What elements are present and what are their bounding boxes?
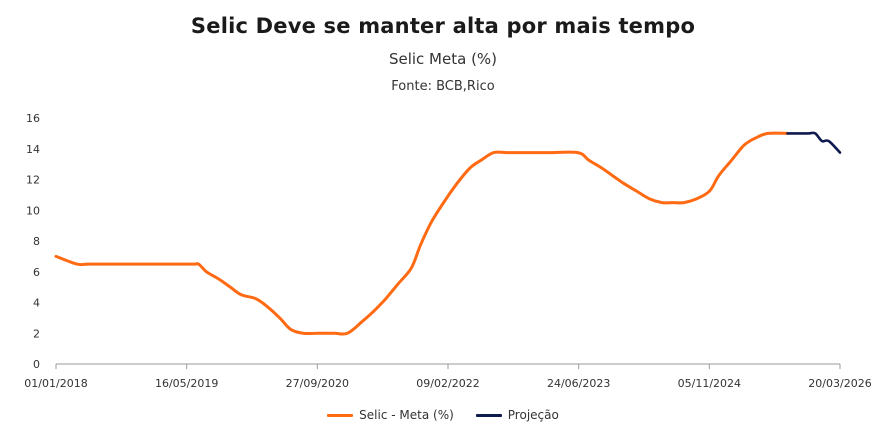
- y-tick-label: 16: [26, 112, 40, 125]
- series-line-projecao: [786, 131, 842, 154]
- y-tick-label: 6: [33, 266, 40, 279]
- legend: Selic - Meta (%) Projeção: [0, 408, 886, 422]
- x-tick-label: 24/06/2023: [547, 377, 610, 390]
- legend-label-selic: Selic - Meta (%): [359, 408, 454, 422]
- y-tick-label: 4: [33, 297, 40, 310]
- y-tick-label: 12: [26, 174, 40, 187]
- y-tick-label: 10: [26, 204, 40, 217]
- series-layer: [54, 131, 842, 336]
- y-tick-label: 14: [26, 143, 40, 156]
- legend-swatch-selic: [327, 413, 354, 417]
- x-axis: 01/01/2018 16/05/2019 27/09/2020 09/02/2022…: [24, 364, 872, 390]
- legend-item-projecao: Projeção: [475, 408, 559, 422]
- chart-title: Selic Deve se manter alta por mais tempo: [190, 14, 696, 38]
- y-axis: 0 2 4 6 8 10 12 14 16: [26, 112, 40, 371]
- x-tick-label: 05/11/2024: [678, 377, 741, 390]
- y-tick-label: 0: [33, 358, 40, 371]
- legend-item-selic: Selic - Meta (%): [327, 408, 454, 422]
- legend-label-projecao: Projeção: [507, 408, 559, 422]
- x-tick-label: 16/05/2019: [155, 377, 218, 390]
- legend-swatch-projecao: [475, 413, 502, 417]
- x-tick-label: 09/02/2022: [416, 377, 479, 390]
- x-tick-label: 27/09/2020: [286, 377, 349, 390]
- y-tick-label: 8: [33, 235, 40, 248]
- x-tick-label: 20/03/2026: [808, 377, 871, 390]
- y-tick-label: 2: [33, 327, 40, 340]
- chart-source: Fonte: BCB,Rico: [391, 79, 495, 94]
- x-tick-label: 01/01/2018: [24, 377, 87, 390]
- series-line-selic: [54, 131, 789, 336]
- chart-subtitle: Selic Meta (%): [388, 50, 498, 68]
